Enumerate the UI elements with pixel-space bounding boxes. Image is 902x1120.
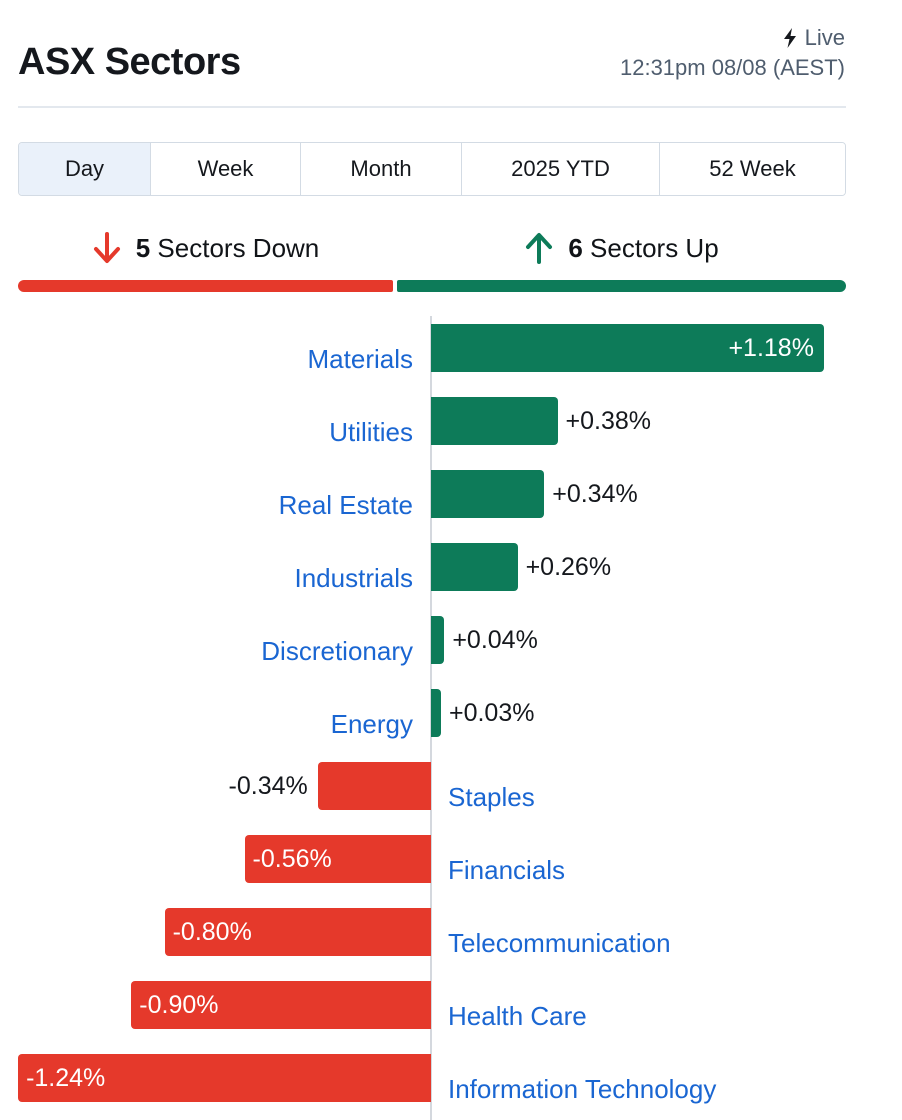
value-label-staples: -0.34%	[228, 772, 308, 800]
value-label-industrials: +0.26%	[525, 553, 612, 581]
value-label-information-technology: -1.24%	[26, 1064, 106, 1092]
sectors-up-label: Sectors Up	[590, 232, 719, 263]
timestamp: 12:31pm 08/08 (AEST)	[619, 55, 845, 80]
sector-link-energy[interactable]: Energy	[330, 709, 413, 739]
sector-link-telecommunication[interactable]: Telecommunication	[448, 928, 671, 958]
bar-health-care	[131, 981, 431, 1029]
value-label-utilities: +0.38%	[565, 407, 652, 435]
arrow-down-icon	[93, 232, 120, 263]
bar-industrials	[431, 543, 518, 591]
bar-real-estate	[431, 470, 545, 518]
tab-52-week[interactable]: 52 Week	[660, 143, 845, 195]
tab-week[interactable]: Week	[151, 143, 301, 195]
value-label-materials: +1.18%	[728, 334, 814, 362]
lightning-bolt-icon	[783, 28, 796, 48]
bar-energy	[431, 689, 441, 737]
bar-information-technology	[18, 1054, 431, 1102]
sector-link-health-care[interactable]: Health Care	[448, 1001, 587, 1031]
sectors-up-count: 6	[568, 232, 583, 263]
value-label-energy: +0.03%	[448, 699, 535, 727]
live-indicator: Live	[781, 25, 845, 51]
sector-link-discretionary[interactable]: Discretionary	[261, 636, 413, 666]
sectors-up-bar	[397, 280, 846, 292]
sector-link-real-estate[interactable]: Real Estate	[278, 490, 413, 520]
sectors-down-count: 5	[135, 232, 151, 263]
tab-2025-ytd[interactable]: 2025 YTD	[462, 143, 660, 195]
sector-link-financials[interactable]: Financials	[448, 855, 566, 885]
bar-telecommunication	[164, 908, 431, 956]
sectors-down-text: 5 Sectors Down	[136, 233, 320, 264]
value-label-real-estate: +0.34%	[552, 480, 638, 508]
value-label-discretionary: +0.04%	[452, 626, 538, 654]
period-tabs: Day Week Month 2025 YTD 52 Week	[18, 142, 846, 196]
value-label-health-care: -0.90%	[139, 991, 219, 1019]
sector-link-information-technology[interactable]: Information Technology	[448, 1074, 717, 1104]
sector-link-industrials[interactable]: Industrials	[294, 563, 414, 593]
bar-financials	[244, 835, 431, 883]
sectors-down-bar	[18, 280, 393, 292]
live-label: Live	[804, 25, 845, 50]
sectors-up-summary: 6 Sectors Up	[397, 222, 846, 274]
sectors-down-summary: 5 Sectors Down	[18, 222, 393, 274]
header-divider	[18, 106, 846, 108]
bar-materials	[431, 324, 824, 372]
arrow-up-icon	[526, 233, 553, 264]
sector-link-materials[interactable]: Materials	[307, 344, 413, 374]
value-label-financials: -0.56%	[252, 845, 332, 873]
tab-month[interactable]: Month	[301, 143, 462, 195]
sectors-down-label: Sectors Down	[157, 232, 320, 263]
bar-discretionary	[431, 616, 445, 664]
sector-link-staples[interactable]: Staples	[448, 782, 535, 812]
tab-day[interactable]: Day	[19, 143, 151, 195]
bar-staples	[317, 762, 431, 810]
sector-link-utilities[interactable]: Utilities	[329, 417, 413, 447]
bar-utilities	[431, 397, 558, 445]
page-title: ASX Sectors	[18, 41, 241, 83]
sectors-up-text: 6 Sectors Up	[568, 233, 718, 264]
value-label-telecommunication: -0.80%	[172, 918, 252, 946]
